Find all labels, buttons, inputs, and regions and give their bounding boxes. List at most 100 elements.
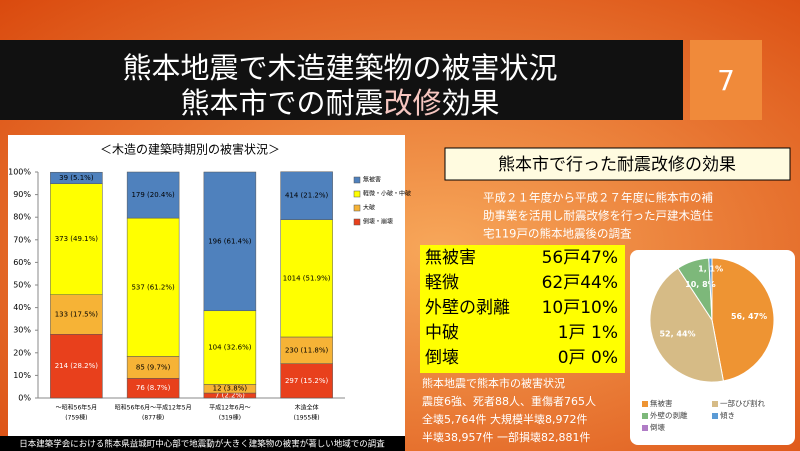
value-label: 85 (9.7%) — [136, 363, 171, 371]
legend-label: 無被害 — [650, 398, 673, 408]
effect-heading-box — [444, 147, 791, 181]
legend-label: 一部ひび割れ — [720, 398, 765, 408]
value-label: 214 (28.2%) — [55, 362, 99, 370]
row-label: 中破 — [425, 323, 459, 343]
value-label: 179 (20.4%) — [131, 191, 175, 199]
legend-label: 傾き — [720, 411, 735, 420]
description-line: 宅119戸の熊本地震後の調査 — [483, 227, 632, 241]
value-label: 76 (8.7%) — [136, 384, 171, 392]
y-tick-label: 20% — [13, 348, 31, 357]
value-label: 373 (49.1%) — [55, 235, 99, 243]
y-tick-label: 60% — [13, 258, 31, 267]
value-label: 7 (2.2%) — [215, 392, 245, 400]
slice-label: 1, 1% — [698, 265, 723, 274]
y-tick-label: 0% — [18, 394, 31, 403]
value-label: 39 (5.1%) — [59, 174, 94, 182]
damage-line: 震度6強、死者88人、重傷者765人 — [422, 394, 596, 408]
legend-swatch — [353, 190, 361, 198]
legend-swatch — [353, 218, 361, 226]
y-tick-label: 100% — [8, 168, 31, 177]
row-value: 56戸47% — [542, 248, 618, 268]
x-tick-label: 木造全体 — [295, 404, 319, 412]
x-tick-sublabel: (319棟) — [219, 414, 241, 422]
row-label: 外壁の剥離 — [425, 298, 510, 318]
row-value: 62戸44% — [542, 273, 618, 293]
row-label: 無被害 — [425, 248, 476, 268]
x-tick-label: 昭和56年6月～平成12年5月 — [115, 404, 192, 412]
table-rows: 無被害 56戸47% 軽微 62戸44% 外壁の剥離 10戸10% 中破 1戸 1% 倒壊 0戸 … — [425, 248, 618, 368]
value-label: 230 (11.8%) — [285, 346, 329, 354]
y-tick-label: 70% — [13, 235, 31, 244]
bar-segment — [203, 310, 257, 385]
legend-swatch — [712, 413, 718, 419]
bar-segment — [50, 294, 103, 335]
value-label: 537 (61.2%) — [131, 283, 175, 291]
value-label: 12 (3.8%) — [213, 385, 248, 393]
row-label: 倒壊 — [425, 348, 459, 368]
slice-label: 52, 44% — [659, 329, 695, 338]
x-tick-sublabel: (759棟) — [65, 414, 87, 422]
damage-line: 熊本地震で熊本市の被害状況 — [422, 376, 565, 390]
slice-label: 56, 47% — [731, 312, 767, 321]
title-bar — [0, 40, 683, 120]
value-label: 297 (15.2%) — [285, 377, 329, 385]
title-part: 熊本市での耐震 — [180, 86, 383, 120]
description-line: 平成２１年度から平成２７年度に熊本市の補 — [483, 191, 713, 205]
legend-label: 無被害 — [363, 176, 381, 184]
x-tick-label: ～昭和56年5月 — [56, 404, 97, 412]
value-label: 133 (17.5%) — [55, 310, 99, 318]
source: 日本建築学会における熊本県益城町中心部で地震動が大きく建築物の被害が著しい地域で… — [19, 439, 385, 450]
description: 平成２１年度から平成２７年度に熊本市の補助事業を活用し耐震改修を行った戸建木造住… — [483, 191, 713, 241]
value-label: 104 (32.6%) — [208, 344, 252, 352]
x-tick-sublabel: (877棟) — [142, 414, 164, 422]
y-tick-label: 30% — [13, 326, 31, 335]
title-line: 熊本地震で木造建築物の被害状況 — [122, 51, 557, 85]
y-tick-label: 10% — [13, 371, 31, 380]
row-value: 10戸10% — [542, 298, 618, 318]
page-number: 7 — [717, 64, 735, 97]
bar-segment — [280, 336, 333, 364]
damage-summary: 熊本地震で熊本市の被害状況震度6強、死者88人、重傷者765人全壊5,764件 … — [422, 376, 596, 444]
legend-swatch — [642, 413, 648, 419]
bar-segment — [203, 171, 257, 312]
legend-label: 軽微・小破・中破 — [363, 190, 411, 198]
row-label: 軽微 — [425, 273, 459, 293]
row-value: 0戸 0% — [558, 348, 618, 368]
x-tick-sublabel: (1955棟) — [294, 414, 320, 422]
damage-line: 全壊5,764件 大規模半壊8,972件 — [422, 412, 587, 426]
chart-title: ＜木造の建築時期別の被害状況＞ — [100, 142, 280, 157]
bar-segment — [50, 183, 103, 295]
bar-segment — [126, 217, 180, 357]
y-tick-label: 80% — [13, 213, 31, 222]
value-label: 414 (21.2%) — [285, 192, 329, 200]
legend-swatch — [353, 176, 361, 184]
bar-segment — [50, 334, 103, 399]
pie-slice — [649, 267, 724, 383]
legend-label: 倒壊 — [650, 422, 665, 432]
legend-swatch — [642, 401, 648, 407]
y-tick-label: 90% — [13, 190, 31, 199]
title-part: 効果 — [442, 86, 500, 120]
value-label: 196 (61.4%) — [208, 237, 252, 245]
legend-label: 大破 — [363, 204, 375, 212]
legend-label: 倒壊・崩壊 — [363, 218, 393, 226]
title-highlight: 改修 — [383, 86, 441, 120]
effect-heading: 熊本市で行った耐震改修の効果 — [498, 155, 736, 175]
bar-segment — [126, 171, 180, 219]
bar-segment — [50, 171, 103, 185]
legend-swatch — [712, 401, 718, 407]
legend-swatch — [642, 425, 648, 431]
legend-swatch — [353, 204, 361, 212]
x-tick-label: 平成12年6月～ — [209, 404, 250, 412]
page-box — [690, 40, 762, 120]
result-table — [420, 245, 625, 373]
value-label: 1014 (51.9%) — [283, 274, 331, 282]
y-tick-label: 40% — [13, 303, 31, 312]
legend-label: 外壁の剥離 — [650, 410, 688, 420]
y-tick-label: 50% — [13, 281, 31, 290]
slice-label: 10, 8% — [685, 280, 716, 289]
bar-segment — [280, 171, 333, 220]
row-value: 1戸 1% — [558, 323, 618, 343]
pie-slice — [711, 257, 775, 382]
